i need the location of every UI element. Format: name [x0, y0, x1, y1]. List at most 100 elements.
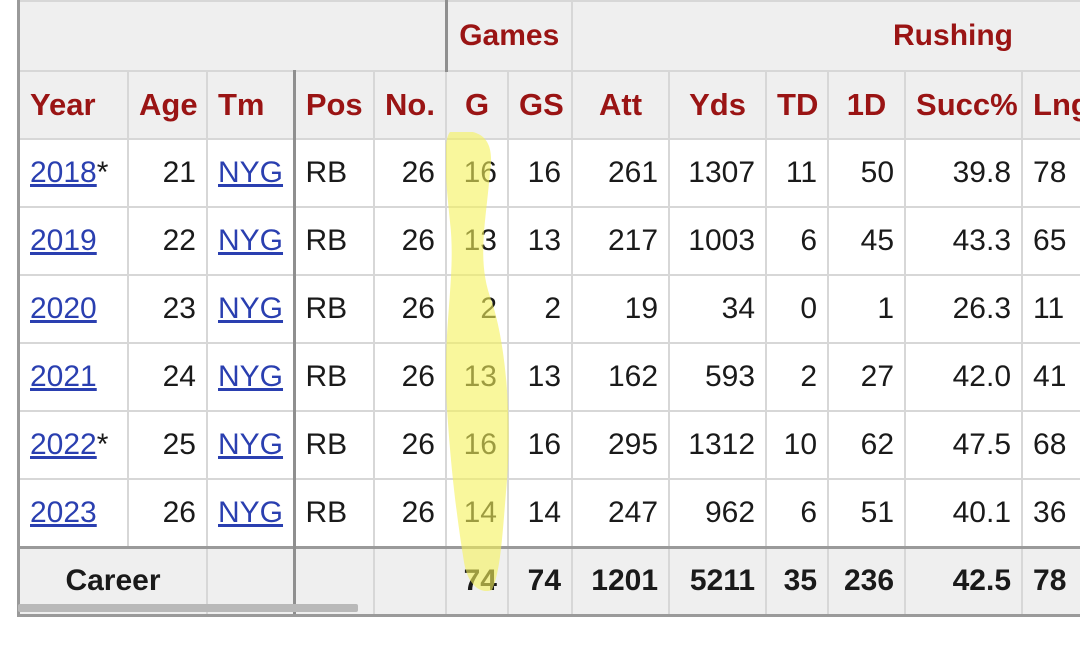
- rushing-group-header: Rushing: [571, 0, 1080, 72]
- year-cell: 2023: [18, 478, 129, 548]
- yards-cell: 962: [668, 478, 768, 548]
- games-started-cell: 16: [506, 138, 574, 208]
- games-cell: 16: [445, 410, 509, 480]
- pro-bowl-marker: *: [96, 428, 109, 461]
- team-link[interactable]: NYG: [218, 495, 284, 529]
- col-header-no[interactable]: No.: [373, 70, 447, 140]
- col-header-gs[interactable]: GS: [506, 70, 574, 140]
- horizontal-scrollbar[interactable]: [18, 604, 358, 612]
- year-cell: 2021: [18, 342, 129, 412]
- number-cell: 26: [373, 478, 447, 548]
- pos-cell: RB: [293, 206, 375, 276]
- rushing-stats-table: Games Rushing Year Age Tm Pos No. G GS A…: [18, 0, 1080, 616]
- longest-cell: 68: [1021, 410, 1080, 480]
- col-header-tm[interactable]: Tm: [206, 70, 296, 140]
- games-cell: 16: [445, 138, 509, 208]
- number-cell: 26: [373, 274, 447, 344]
- number-cell: 26: [373, 138, 447, 208]
- first-downs-cell: 45: [827, 206, 907, 276]
- col-header-1d[interactable]: 1D: [827, 70, 907, 140]
- career-att: 1201: [571, 545, 671, 616]
- col-header-yds[interactable]: Yds: [668, 70, 768, 140]
- attempts-cell: 19: [571, 274, 671, 344]
- col-header-g[interactable]: G: [445, 70, 509, 140]
- games-cell: 13: [445, 342, 509, 412]
- touchdowns-cell: 6: [765, 478, 830, 548]
- touchdowns-cell: 6: [765, 206, 830, 276]
- table-row: 2018* 21 NYG RB 26 16 16 261 1307 11 50 39.8 78: [18, 138, 1080, 208]
- year-link[interactable]: 2020: [30, 292, 97, 325]
- age-cell: 23: [127, 274, 208, 344]
- table-row: 2023 26 NYG RB 26 14 14 247 962 6 51 40.1 36: [18, 478, 1080, 548]
- column-header-row: Year Age Tm Pos No. G GS Att Yds TD 1D S…: [18, 70, 1080, 140]
- col-header-year[interactable]: Year: [18, 70, 129, 140]
- col-header-td[interactable]: TD: [765, 70, 830, 140]
- career-td: 35: [765, 545, 830, 616]
- attempts-cell: 295: [571, 410, 671, 480]
- age-cell: 25: [127, 410, 208, 480]
- touchdowns-cell: 0: [765, 274, 830, 344]
- year-cell: 2019: [18, 206, 129, 276]
- year-link[interactable]: 2019: [30, 224, 97, 257]
- career-succ: 42.5: [904, 545, 1024, 616]
- games-started-cell: 14: [506, 478, 574, 548]
- pos-cell: RB: [293, 342, 375, 412]
- year-link[interactable]: 2022: [30, 428, 97, 461]
- first-downs-cell: 50: [827, 138, 907, 208]
- team-link[interactable]: NYG: [218, 292, 284, 325]
- pos-cell: RB: [293, 138, 375, 208]
- longest-cell: 11: [1021, 274, 1080, 344]
- pro-bowl-marker: *: [96, 156, 109, 189]
- number-cell: 26: [373, 342, 447, 412]
- col-header-age[interactable]: Age: [127, 70, 208, 140]
- over-header-blank: [18, 0, 448, 72]
- age-cell: 26: [127, 478, 208, 548]
- table-row: 2019 22 NYG RB 26 13 13 217 1003 6 45 43.3 65: [18, 206, 1080, 276]
- team-cell: NYG: [206, 274, 296, 344]
- touchdowns-cell: 11: [765, 138, 830, 208]
- age-cell: 21: [127, 138, 208, 208]
- pos-cell: RB: [293, 274, 375, 344]
- success-rate-cell: 39.8: [904, 138, 1024, 208]
- number-cell: 26: [373, 206, 447, 276]
- year-link[interactable]: 2021: [30, 360, 97, 393]
- table-row: 2021 24 NYG RB 26 13 13 162 593 2 27 42.0 41: [18, 342, 1080, 412]
- games-started-cell: 13: [506, 206, 574, 276]
- career-yds: 5211: [668, 545, 768, 616]
- year-link[interactable]: 2023: [30, 495, 97, 529]
- col-header-att[interactable]: Att: [571, 70, 671, 140]
- success-rate-cell: 42.0: [904, 342, 1024, 412]
- team-link[interactable]: NYG: [218, 224, 284, 257]
- team-cell: NYG: [206, 410, 296, 480]
- team-link[interactable]: NYG: [218, 428, 284, 461]
- success-rate-cell: 26.3: [904, 274, 1024, 344]
- longest-cell: 65: [1021, 206, 1080, 276]
- table-row: 2020 23 NYG RB 26 2 2 19 34 0 1 26.3 11: [18, 274, 1080, 344]
- team-cell: NYG: [206, 206, 296, 276]
- games-group-header: Games: [444, 0, 574, 72]
- yards-cell: 34: [668, 274, 768, 344]
- games-cell: 2: [445, 274, 509, 344]
- yards-cell: 1312: [668, 410, 768, 480]
- year-link[interactable]: 2018: [30, 156, 97, 189]
- age-cell: 24: [127, 342, 208, 412]
- yards-cell: 593: [668, 342, 768, 412]
- first-downs-cell: 62: [827, 410, 907, 480]
- first-downs-cell: 51: [827, 478, 907, 548]
- pos-cell: RB: [293, 478, 375, 548]
- col-header-lng[interactable]: Lng: [1021, 70, 1080, 140]
- first-downs-cell: 27: [827, 342, 907, 412]
- team-link[interactable]: NYG: [218, 360, 284, 393]
- longest-cell: 78: [1021, 138, 1080, 208]
- year-cell: 2018*: [18, 138, 129, 208]
- attempts-cell: 162: [571, 342, 671, 412]
- career-g: 74: [445, 545, 509, 616]
- col-header-succ[interactable]: Succ%: [904, 70, 1024, 140]
- career-1d: 236: [827, 545, 907, 616]
- team-cell: NYG: [206, 342, 296, 412]
- attempts-cell: 261: [571, 138, 671, 208]
- games-started-cell: 2: [506, 274, 574, 344]
- success-rate-cell: 47.5: [904, 410, 1024, 480]
- col-header-pos[interactable]: Pos: [293, 70, 375, 140]
- team-link[interactable]: NYG: [218, 156, 284, 189]
